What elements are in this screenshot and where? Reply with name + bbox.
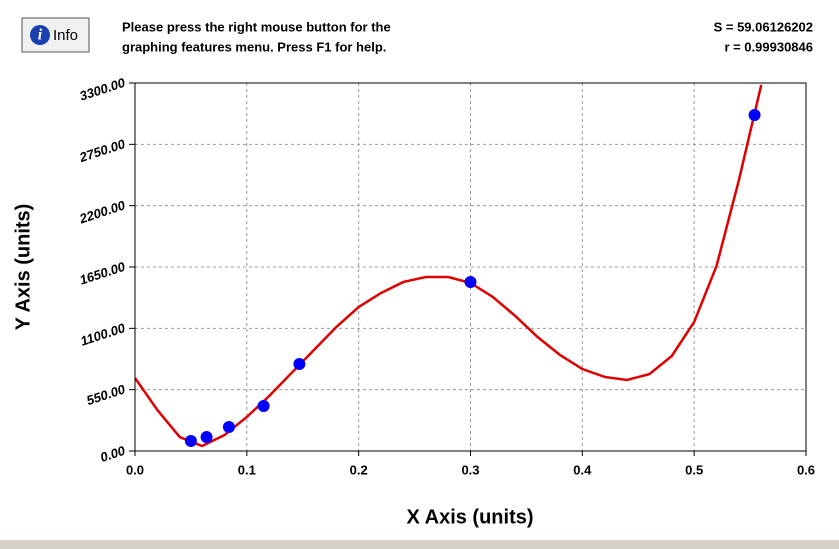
plot-area <box>135 84 763 448</box>
x-tick-label: 0.6 <box>797 462 815 477</box>
info-icon-glyph: i <box>38 27 43 44</box>
data-point <box>222 421 235 434</box>
plot-frame <box>134 82 807 452</box>
window-strip <box>0 540 839 549</box>
fit-statistic: S = 59.06126202 <box>714 19 813 34</box>
x-axis-label: X Axis (units) <box>406 506 533 528</box>
help-message: graphing features menu. Press F1 for hel… <box>122 39 386 54</box>
x-tick-label: 0.3 <box>461 462 479 477</box>
x-tick-label: 0.4 <box>573 462 592 477</box>
data-point <box>257 399 270 412</box>
y-axis-label: Y Axis (units) <box>12 204 34 331</box>
x-tick-label: 0.5 <box>685 462 703 477</box>
x-tick-label: 0.1 <box>238 462 256 477</box>
data-point <box>184 434 197 447</box>
data-point <box>293 358 306 371</box>
fit-curve <box>135 84 763 448</box>
data-point <box>200 431 213 444</box>
info-button[interactable]: i Info <box>21 17 90 53</box>
button-label[interactable]: Info <box>53 27 78 44</box>
x-tick-label: 0.2 <box>350 462 368 477</box>
info-icon <box>30 25 50 45</box>
fit-statistic: r = 0.99930846 <box>724 39 813 54</box>
data-point <box>748 109 761 122</box>
data-point <box>464 276 477 289</box>
help-message: Please press the right mouse button for … <box>122 19 391 34</box>
x-tick-label: 0.0 <box>126 462 144 477</box>
